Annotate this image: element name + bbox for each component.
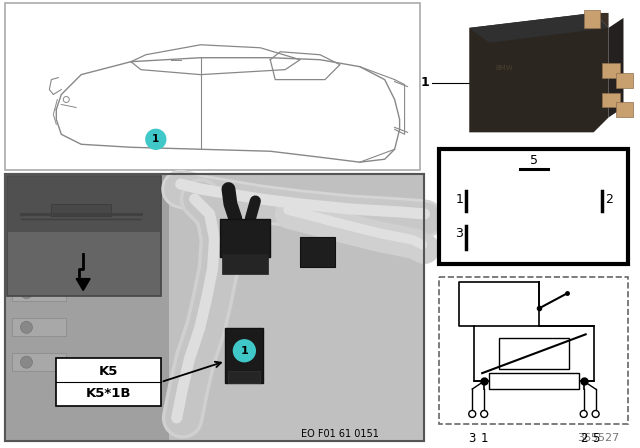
Polygon shape xyxy=(609,18,623,117)
Bar xyxy=(474,327,594,381)
Bar xyxy=(4,174,424,441)
Text: 1: 1 xyxy=(241,346,248,356)
Circle shape xyxy=(20,252,33,264)
Polygon shape xyxy=(76,279,90,291)
Bar xyxy=(214,174,236,441)
Bar xyxy=(8,177,160,232)
Text: 5: 5 xyxy=(530,154,538,167)
Bar xyxy=(4,174,26,441)
Polygon shape xyxy=(469,13,609,132)
Bar xyxy=(4,174,169,441)
Bar xyxy=(26,174,47,441)
Text: 2: 2 xyxy=(605,193,612,206)
Bar xyxy=(255,174,277,441)
Text: 2: 2 xyxy=(580,432,588,445)
Bar xyxy=(12,284,67,302)
Bar xyxy=(109,174,131,441)
Bar xyxy=(221,219,270,257)
Bar xyxy=(616,73,634,87)
Bar xyxy=(297,174,319,441)
Bar xyxy=(602,63,620,78)
Text: 3: 3 xyxy=(456,227,463,240)
Bar xyxy=(4,3,420,170)
Bar xyxy=(300,237,335,267)
Text: 365527: 365527 xyxy=(577,433,620,443)
Bar xyxy=(151,174,173,441)
Bar xyxy=(8,177,160,294)
Circle shape xyxy=(146,129,166,149)
Bar xyxy=(228,371,260,383)
Text: K5: K5 xyxy=(99,365,118,378)
Bar xyxy=(56,358,161,406)
Bar xyxy=(88,174,110,441)
Bar xyxy=(584,10,600,28)
Bar xyxy=(339,174,361,441)
Text: 1: 1 xyxy=(420,76,429,89)
Bar xyxy=(276,174,298,441)
Bar xyxy=(12,249,67,267)
Bar xyxy=(193,174,214,441)
Circle shape xyxy=(468,410,476,418)
Bar xyxy=(602,93,620,108)
Polygon shape xyxy=(469,13,609,43)
Bar xyxy=(12,319,67,336)
Bar xyxy=(6,176,161,296)
Circle shape xyxy=(234,340,255,362)
Text: 1: 1 xyxy=(481,432,488,445)
Text: K5*1B: K5*1B xyxy=(86,387,131,400)
Text: 3: 3 xyxy=(468,432,476,445)
Bar xyxy=(169,174,424,441)
Bar xyxy=(381,174,403,441)
Circle shape xyxy=(20,217,33,229)
Bar xyxy=(223,254,268,274)
Bar xyxy=(172,174,194,441)
Polygon shape xyxy=(469,13,609,28)
Bar xyxy=(67,174,89,441)
Bar xyxy=(4,174,424,441)
Bar xyxy=(225,328,263,383)
Circle shape xyxy=(20,356,33,368)
Bar xyxy=(440,276,628,424)
Bar xyxy=(489,373,579,389)
Bar xyxy=(499,338,569,369)
Text: 1: 1 xyxy=(152,134,159,144)
Text: 5: 5 xyxy=(592,432,599,445)
Bar xyxy=(46,174,68,441)
Bar xyxy=(234,174,256,441)
Circle shape xyxy=(592,410,599,418)
Text: BMW: BMW xyxy=(495,65,513,71)
Bar xyxy=(360,174,381,441)
Bar xyxy=(616,103,634,117)
Circle shape xyxy=(481,410,488,418)
Circle shape xyxy=(580,410,587,418)
Text: EO F01 61 0151: EO F01 61 0151 xyxy=(301,429,379,439)
Bar xyxy=(440,149,628,264)
Bar xyxy=(12,353,67,371)
Circle shape xyxy=(20,287,33,298)
Bar xyxy=(130,174,152,441)
Circle shape xyxy=(20,321,33,333)
Bar xyxy=(51,204,111,216)
Text: 1: 1 xyxy=(456,193,463,206)
Bar xyxy=(401,174,424,441)
Bar xyxy=(12,214,67,232)
Bar xyxy=(318,174,340,441)
